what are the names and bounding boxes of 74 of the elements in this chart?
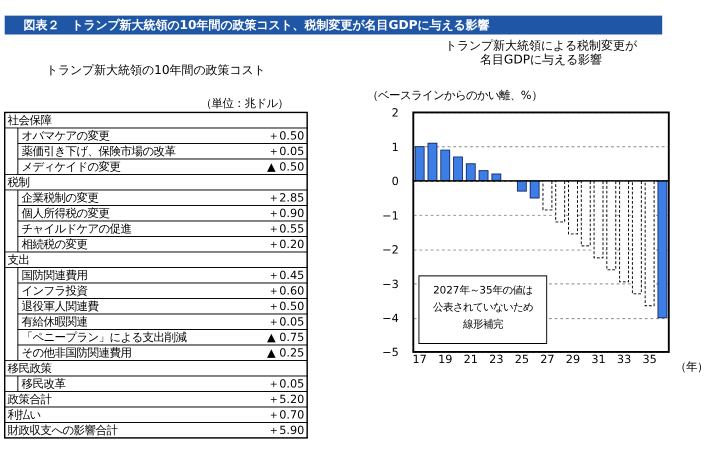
text: 退役軍人関連費 bbox=[22, 300, 99, 313]
bar bbox=[453, 156, 463, 182]
text: 移民改革 bbox=[22, 377, 66, 390]
text: その他非国防関連費用 bbox=[22, 346, 132, 360]
text: 財政収支への影響合計 bbox=[8, 424, 118, 437]
text: トランプ新大統領による税制変更が bbox=[445, 38, 638, 52]
annotation: 2027年～35年の値は bbox=[433, 284, 533, 297]
text: チャイルドケアの促進 bbox=[22, 222, 132, 236]
x-tick-label: 29 bbox=[566, 352, 580, 366]
bar bbox=[530, 180, 540, 198]
y-axis-title: （ベースラインからのかい離、%） bbox=[366, 88, 543, 102]
bar bbox=[657, 180, 668, 318]
x-tick-label: 33 bbox=[616, 352, 632, 366]
text: メディケイドの変更 bbox=[22, 160, 121, 174]
text: 「ペニープラン」による支出削減 bbox=[22, 330, 187, 344]
text: 個人所得税の変更 bbox=[22, 206, 110, 220]
text: ＋2.85 bbox=[268, 191, 304, 204]
y-tick-label: 0 bbox=[392, 175, 399, 188]
x-tick-label: 17 bbox=[412, 352, 427, 366]
y-tick-label: 1 bbox=[392, 140, 399, 154]
x-tick-label: 21 bbox=[464, 352, 478, 366]
x-tick-label: 25 bbox=[514, 352, 530, 366]
x-axis-title: （年） bbox=[674, 360, 708, 374]
y-tick-label: −1 bbox=[382, 209, 399, 222]
bar bbox=[516, 180, 527, 192]
bar bbox=[440, 150, 450, 182]
text: ＋0.70 bbox=[268, 408, 304, 422]
text: オバマケアの変更 bbox=[22, 129, 110, 142]
bar bbox=[414, 146, 425, 182]
text: ＋0.90 bbox=[268, 206, 304, 220]
text: 名目GDPに与える影響 bbox=[480, 52, 602, 67]
text: ＋5.90 bbox=[268, 424, 304, 437]
text: 相続税の変更 bbox=[22, 238, 88, 251]
annotation: 公表されていないため bbox=[432, 302, 533, 314]
text: ＋0.50 bbox=[268, 129, 304, 142]
text: ＋0.05 bbox=[268, 377, 304, 390]
text: インフラ投資 bbox=[22, 284, 88, 298]
text: 移民政策 bbox=[8, 362, 52, 375]
bar bbox=[478, 170, 488, 182]
x-tick-label: 19 bbox=[438, 352, 452, 366]
text: ＋5.20 bbox=[268, 392, 304, 406]
text: ▲ 0.50 bbox=[266, 160, 304, 174]
x-tick-label: 23 bbox=[489, 352, 504, 366]
text: 薬価引き下げ、保険市場の改革 bbox=[22, 144, 176, 158]
y-tick-label: −5 bbox=[382, 346, 399, 360]
text: ＋0.50 bbox=[268, 300, 304, 313]
text: ＋0.05 bbox=[268, 315, 304, 328]
y-tick-label: −3 bbox=[382, 278, 399, 291]
text: 社会保障 bbox=[8, 114, 52, 127]
text: （単位：兆ドル） bbox=[200, 96, 288, 110]
text: ＋0.20 bbox=[268, 238, 304, 251]
bar bbox=[428, 142, 438, 182]
text: 有給休暇関連 bbox=[22, 315, 88, 328]
text: 支出 bbox=[8, 253, 30, 266]
y-tick-label: 2 bbox=[392, 106, 399, 120]
x-tick-label: 35 bbox=[642, 352, 657, 366]
text: 利払い bbox=[8, 408, 41, 422]
text: 政策合計 bbox=[8, 392, 52, 406]
text: 税制 bbox=[8, 176, 30, 189]
y-tick-label: −2 bbox=[382, 244, 399, 257]
text: ▲ 0.25 bbox=[266, 346, 304, 360]
text: 国防関連費用 bbox=[22, 268, 88, 282]
annotation: 線形補完 bbox=[462, 318, 503, 331]
text: ＋0.60 bbox=[268, 284, 304, 298]
x-tick-label: 31 bbox=[591, 352, 606, 366]
y-tick-label: −4 bbox=[382, 312, 399, 325]
text: 企業税制の変更 bbox=[22, 191, 99, 204]
text: 図表２ トランプ新大統領の10年間の政策コスト、税制変更が名目GDPに与える影響 bbox=[23, 18, 490, 32]
x-tick-label: 27 bbox=[540, 352, 555, 366]
text: ＋0.45 bbox=[268, 268, 304, 282]
text: トランプ新大統領の10年間の政策コスト bbox=[46, 62, 266, 77]
text: ▲ 0.75 bbox=[266, 330, 304, 344]
text: ＋0.55 bbox=[268, 222, 304, 236]
text: ＋0.05 bbox=[268, 144, 304, 158]
